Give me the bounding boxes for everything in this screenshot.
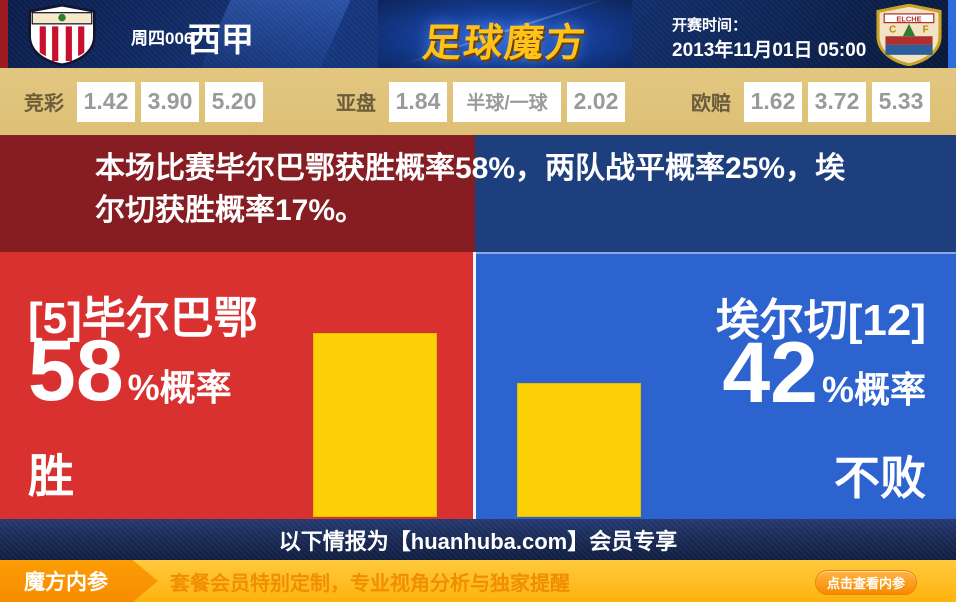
home-team-crest-icon xyxy=(24,3,100,68)
yapan-odds-group: 亚盘 1.84 半球/一球 2.02 xyxy=(336,68,625,135)
away-team-crest-icon: ELCHE C F xyxy=(874,3,944,68)
odds-bar: 竞彩 1.42 3.90 5.20 亚盘 1.84 半球/一球 2.02 欧赔 … xyxy=(0,68,956,135)
away-team-name: 埃尔切[12] xyxy=(715,296,926,345)
svg-text:F: F xyxy=(923,25,929,36)
kickoff-time-value: 2013年11月01日 05:00 xyxy=(672,40,867,61)
footer-banner: 魔方内参 xyxy=(0,560,158,602)
header-left-red-strip xyxy=(0,0,8,68)
home-probability: 58 %概率 xyxy=(28,328,232,414)
header-right-blue-strip xyxy=(948,0,956,68)
summary-blue-background xyxy=(475,135,956,252)
jingcai-draw-odds: 3.90 xyxy=(141,81,199,122)
home-team-panel: [5]毕尔巴鄂 58 %概率 胜 xyxy=(0,252,473,519)
home-probability-suffix: %概率 xyxy=(127,367,232,408)
svg-text:ELCHE: ELCHE xyxy=(896,14,921,23)
view-insider-report-button[interactable]: 点击查看内参 xyxy=(815,570,917,595)
kickoff-time-label: 开赛时间： xyxy=(672,17,748,34)
home-team-name: [5]毕尔巴鄂 xyxy=(28,294,258,343)
yapan-home-odds: 1.84 xyxy=(389,81,447,122)
home-outcome: 胜 xyxy=(28,450,74,502)
oupei-draw-odds: 3.72 xyxy=(808,81,866,122)
oupei-odds-group: 欧赔 1.62 3.72 5.33 xyxy=(691,68,930,135)
summary-red-background xyxy=(0,135,475,252)
member-exclusive-text: 以下情报为【huanhuba.com】会员专享 xyxy=(278,528,678,554)
home-probability-bar xyxy=(313,333,437,517)
view-insider-report-label: 点击查看内参 xyxy=(826,576,905,591)
panel-divider xyxy=(473,252,476,519)
member-exclusive-bar: 以下情报为【huanhuba.com】会员专享 xyxy=(0,519,956,560)
away-probability-number: 42 xyxy=(722,325,818,421)
oupei-home-odds: 1.62 xyxy=(744,81,802,122)
yapan-handicap: 半球/一球 xyxy=(453,81,561,122)
header: 周四006 西甲 足球魔方 开赛时间： 2013年11月01日 05:00 EL… xyxy=(0,0,956,68)
away-probability-bar xyxy=(517,383,641,517)
footer-tagline: 套餐会员特别定制，专业视角分析与独家提醒 xyxy=(170,572,570,595)
footer-bar: 魔方内参 套餐会员特别定制，专业视角分析与独家提醒 点击查看内参 xyxy=(0,560,956,602)
away-probability-suffix: %概率 xyxy=(821,369,926,410)
oupei-label: 欧赔 xyxy=(691,93,731,115)
svg-text:C: C xyxy=(889,25,896,36)
away-probability: 42 %概率 xyxy=(722,330,926,416)
home-probability-number: 58 xyxy=(28,323,124,419)
match-code: 周四006 xyxy=(131,29,194,48)
jingcai-odds-group: 竞彩 1.42 3.90 5.20 xyxy=(24,68,263,135)
prediction-summary-strip: 本场比赛毕尔巴鄂获胜概率58%，两队战平概率25%，埃尔切获胜概率17%。 xyxy=(0,135,956,252)
jingcai-label: 竞彩 xyxy=(24,93,64,115)
away-team-panel: 埃尔切[12] 42 %概率 不败 xyxy=(476,252,956,519)
yapan-away-odds: 2.02 xyxy=(567,81,625,122)
yapan-label: 亚盘 xyxy=(336,93,376,115)
brand-panel: 足球魔方 xyxy=(378,0,632,68)
jingcai-home-odds: 1.42 xyxy=(77,81,135,122)
brand-logo: 足球魔方 xyxy=(420,22,589,65)
oupei-away-odds: 5.33 xyxy=(872,81,930,122)
probability-panels: [5]毕尔巴鄂 58 %概率 胜 埃尔切[12] 42 %概率 不败 xyxy=(0,252,956,519)
jingcai-away-odds: 5.20 xyxy=(205,81,263,122)
footer-banner-label: 魔方内参 xyxy=(24,571,108,594)
league-name: 西甲 xyxy=(188,21,254,58)
prediction-summary-text: 本场比赛毕尔巴鄂获胜概率58%，两队战平概率25%，埃尔切获胜概率17%。 xyxy=(95,152,846,227)
away-outcome: 不败 xyxy=(834,452,926,504)
